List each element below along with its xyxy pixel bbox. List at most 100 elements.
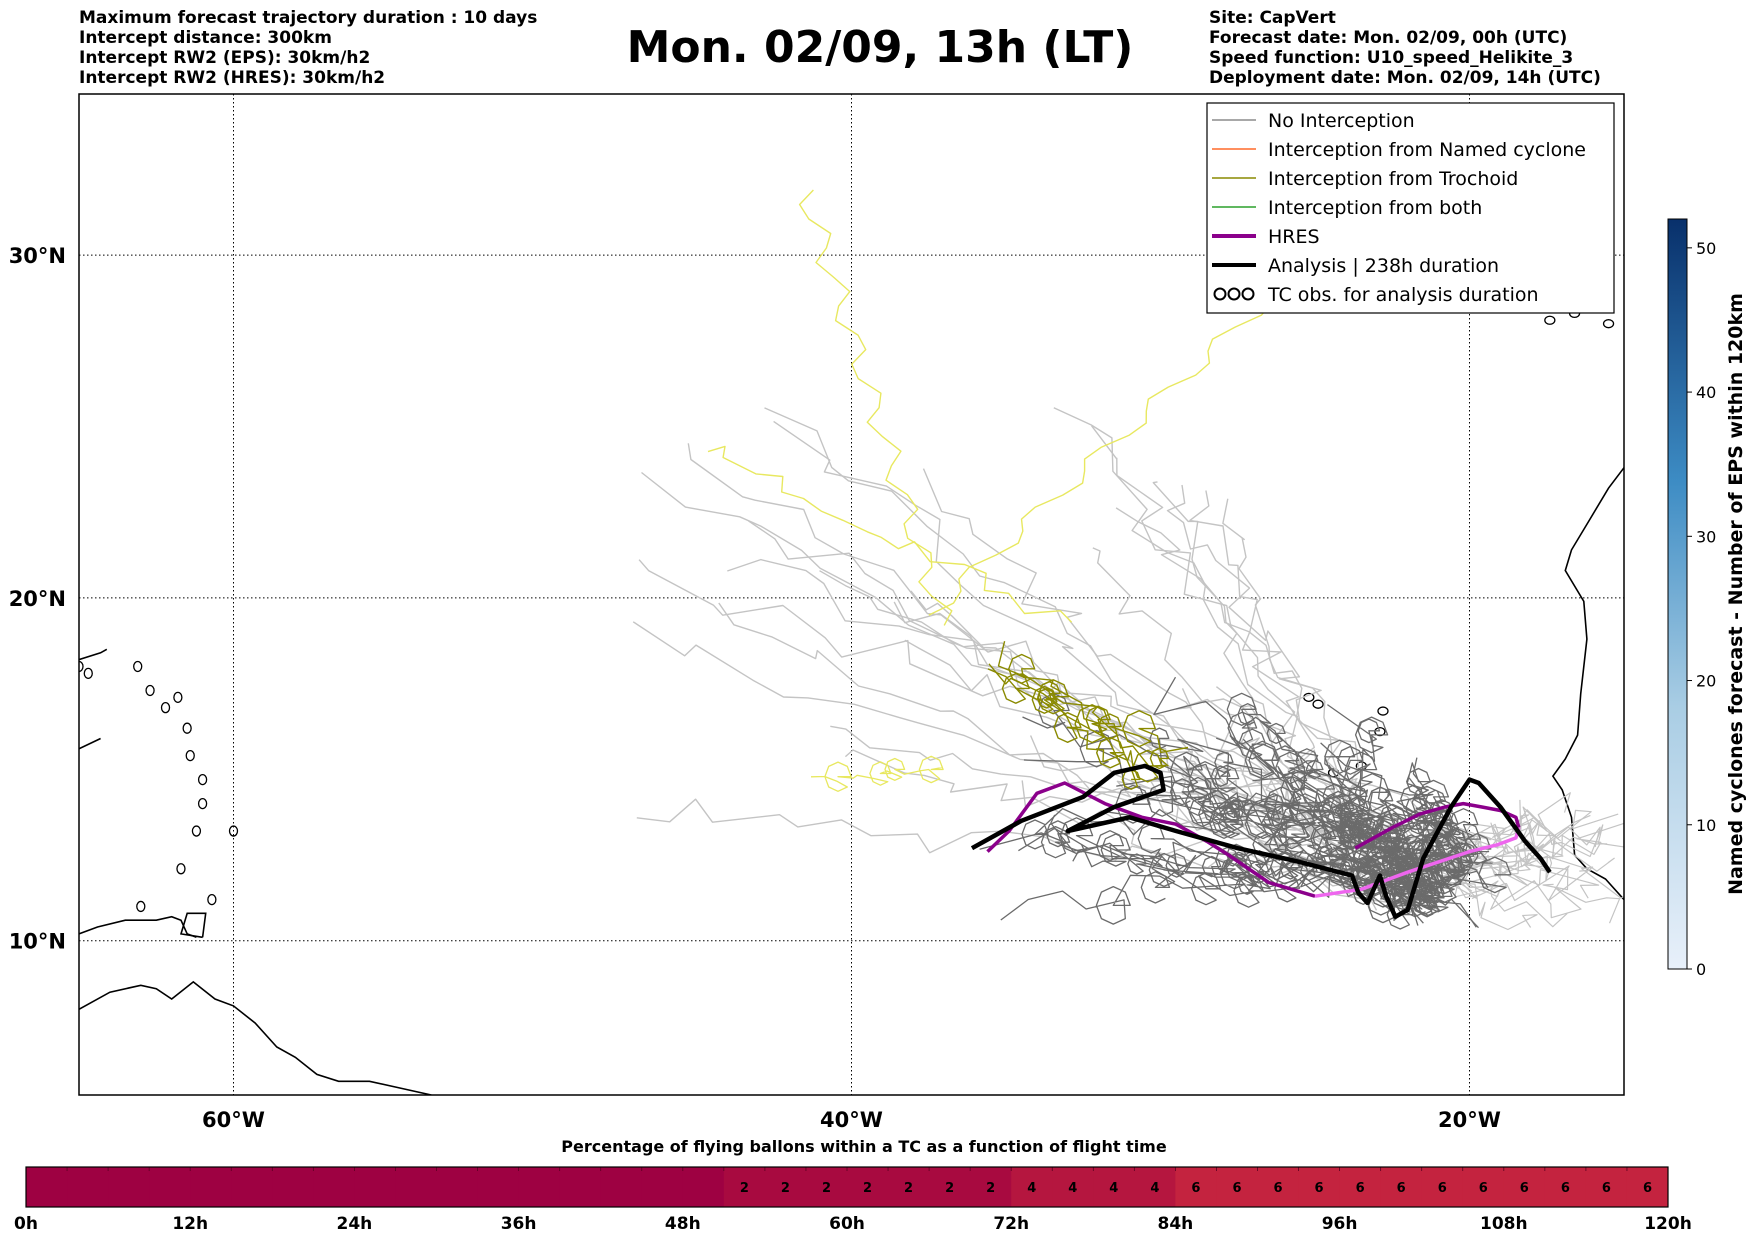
flight-time-bar-title: Percentage of flying ballons within a TC… — [561, 1137, 1167, 1156]
colorbar: 0 10 20 30 40 50 Named cyclones forecast - Num… — [1667, 218, 1747, 979]
colorbar-tick-label: 10 — [1696, 816, 1716, 835]
flight-time-cell — [1339, 1167, 1382, 1207]
flight-time-cell-value: 2 — [904, 1181, 913, 1196]
coastlines — [79, 295, 1666, 1095]
coastline-segment — [79, 648, 108, 661]
header-left-line: Intercept RW2 (HRES): 30km/h2 — [79, 68, 386, 88]
flight-time-cell — [108, 1167, 150, 1207]
hres-track — [986, 781, 1316, 898]
island-outline — [1656, 303, 1666, 311]
legend-label: Interception from both — [1268, 197, 1482, 219]
eps-dark-track — [1000, 837, 1443, 925]
flight-time-cell — [1257, 1167, 1300, 1207]
colorbar-gradient — [1667, 218, 1688, 970]
island-outline — [1374, 726, 1386, 737]
flight-time-tick-label: 108h — [1480, 1214, 1528, 1234]
trochoid-track — [997, 641, 1170, 783]
flight-time-cell-value: 6 — [1315, 1181, 1324, 1196]
map-gridlines — [79, 94, 1624, 1095]
flight-time-tick-label: 120h — [1644, 1214, 1692, 1234]
x-tick-label: 40°W — [820, 1108, 883, 1132]
legend-label: Interception from Trochoid — [1268, 168, 1518, 190]
flight-time-tick-label: 60h — [829, 1214, 865, 1234]
legend-label: Analysis | 238h duration — [1268, 255, 1499, 277]
flight-time-cell-value: 2 — [781, 1181, 790, 1196]
flight-time-cell — [1216, 1167, 1258, 1207]
flight-time-tick-label: 96h — [1322, 1214, 1358, 1234]
flight-time-cell-value: 6 — [1438, 1181, 1447, 1196]
island-outline — [83, 667, 93, 679]
island-outline — [1602, 319, 1615, 329]
header-right-line: Forecast date: Mon. 02/09, 00h (UTC) — [1209, 28, 1568, 48]
island-outline — [133, 660, 143, 673]
island-outline — [1312, 699, 1324, 709]
island-outline — [136, 900, 146, 913]
eps-light-track — [819, 570, 1343, 878]
flight-time-cell — [436, 1167, 479, 1207]
flight-time-tick-label: 72h — [993, 1214, 1029, 1234]
legend-loop-symbol — [1241, 287, 1255, 301]
eps-light-track — [687, 443, 1380, 869]
flight-time-cell-value: 6 — [1232, 1181, 1241, 1196]
yellow-track — [707, 445, 1073, 623]
analysis-track — [970, 763, 1552, 919]
coastline-segment — [79, 915, 197, 939]
coastline-segment — [79, 980, 432, 1095]
map-frame — [78, 93, 1625, 1096]
eps-dark-track — [1157, 851, 1415, 908]
flight-time-cell-value: 4 — [1068, 1181, 1077, 1196]
x-tick-label: 60°W — [202, 1108, 265, 1132]
colorbar-label: Named cyclones forecast - Number of EPS … — [1725, 293, 1747, 895]
flight-time-cell — [231, 1167, 273, 1207]
flight-time-cell-value: 6 — [1191, 1181, 1200, 1196]
island-outline — [173, 691, 183, 703]
flight-time-cell — [1626, 1167, 1669, 1207]
island-outline — [1634, 299, 1644, 307]
hres-track — [1354, 801, 1521, 850]
island-outline — [79, 660, 84, 673]
flight-time-cell-value: 6 — [1274, 1181, 1283, 1196]
flight-time-cell — [190, 1167, 232, 1207]
flight-time-cell — [477, 1167, 520, 1207]
flight-time-cell — [272, 1167, 314, 1207]
colorbar-tick-label: 40 — [1696, 383, 1716, 402]
x-tick-label: 20°W — [1438, 1108, 1501, 1132]
flight-time-cell — [1134, 1167, 1176, 1207]
flight-time-cell-value: 6 — [1479, 1181, 1488, 1196]
eps-dark-track — [1265, 849, 1512, 894]
flight-time-cell — [1093, 1167, 1135, 1207]
flight-time-tick-label: 84h — [1158, 1214, 1194, 1234]
eps-dark-track — [1327, 704, 1432, 889]
header-right-info: Site: CapVert Forecast date: Mon. 02/09,… — [1209, 8, 1601, 88]
colorbar-tick-label: 20 — [1696, 672, 1716, 691]
header-right-line: Site: CapVert — [1209, 8, 1336, 28]
header-left-line: Maximum forecast trajectory duration : 1… — [79, 8, 538, 28]
flight-time-cell — [682, 1167, 725, 1207]
flight-time-cell-value: 6 — [1561, 1181, 1570, 1196]
eps-dark-track — [1237, 703, 1477, 928]
flight-time-cell — [67, 1167, 109, 1207]
legend-box — [1206, 102, 1615, 314]
flight-time-cell-value: 2 — [986, 1181, 995, 1196]
flight-time-cell — [970, 1167, 1012, 1207]
y-tick-label: 20°N — [9, 587, 66, 611]
hres-track-late — [1314, 827, 1521, 898]
flight-time-cell-value: 6 — [1643, 1181, 1652, 1196]
eps-light-track — [830, 725, 1403, 860]
colorbar-tick-label: 30 — [1696, 527, 1716, 546]
page-title: Mon. 02/09, 13h (LT) — [626, 22, 1134, 73]
coastline-segment — [179, 912, 207, 939]
flight-time-tick-label: 36h — [501, 1214, 537, 1234]
flight-time-cell — [641, 1167, 684, 1207]
flight-time-tick-label: 12h — [172, 1214, 208, 1234]
eps-light-track — [764, 407, 1427, 891]
flight-time-cell — [888, 1167, 930, 1207]
africa-coastline — [1551, 467, 1624, 901]
island-outline — [182, 722, 192, 734]
flight-time-cell — [1585, 1167, 1628, 1207]
eps-dark-track — [1140, 846, 1473, 906]
colorbar-tick-label: 0 — [1696, 960, 1706, 979]
flight-time-cell-value: 6 — [1397, 1181, 1406, 1196]
coastline-segment — [79, 737, 101, 750]
